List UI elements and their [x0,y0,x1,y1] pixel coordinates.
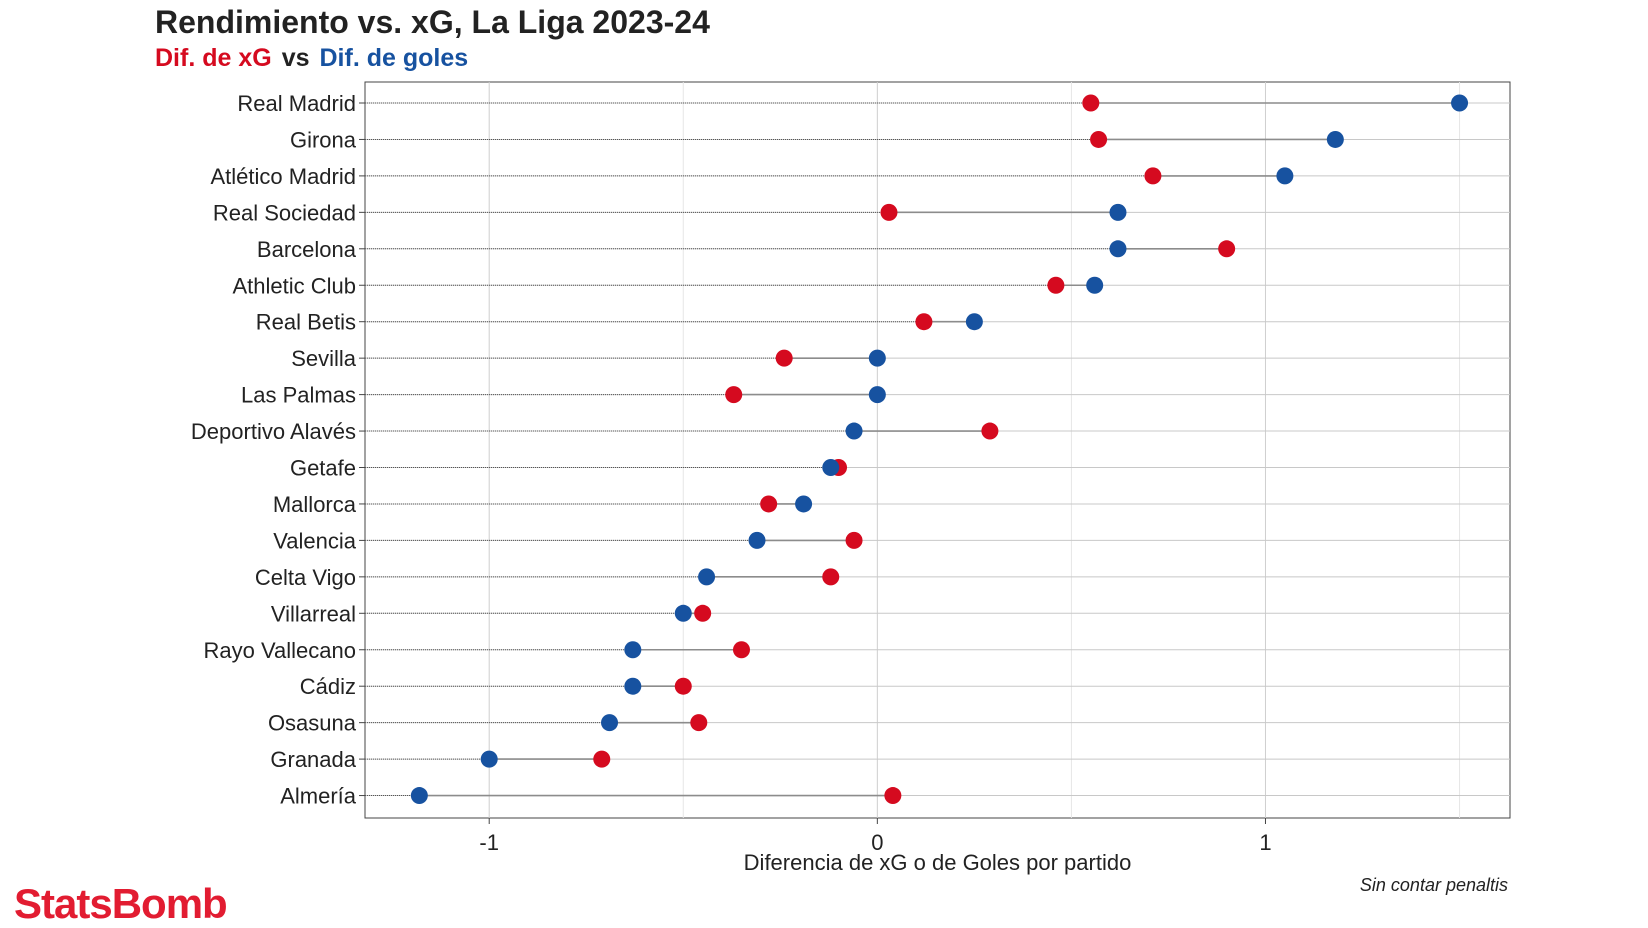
xg-point [884,787,902,805]
xg-point [593,750,611,768]
xg-point [1047,276,1065,294]
xg-point [674,677,692,695]
goals-point [845,422,863,440]
subtitle-xg-label: Dif. de xG [155,44,272,72]
team-label: Real Betis [256,310,356,335]
xg-point [845,531,863,549]
team-label: Real Sociedad [213,200,356,225]
team-label: Cádiz [300,674,356,699]
goals-point [965,313,983,331]
goals-point [601,714,619,732]
team-label: Sevilla [291,346,357,371]
xg-point [732,641,750,659]
xg-point [760,495,778,513]
xg-point [915,313,933,331]
team-label: Almería [280,784,357,809]
xg-point [725,386,743,404]
goals-point [822,459,840,476]
x-axis-label: Diferencia de xG o de Goles por partido [744,850,1132,875]
xg-point [694,604,712,622]
statsbomb-logo: StatsBomb [14,880,228,927]
goals-point [674,604,692,622]
xg-point [775,349,793,367]
team-label: Valencia [273,528,357,553]
goals-point [624,677,642,695]
goals-point [748,531,766,549]
team-label: Osasuna [268,711,357,736]
goals-point [1109,240,1127,258]
xg-point [880,203,898,221]
chart-subtitle: Dif. de xG vs Dif. de goles [155,44,468,73]
team-label: Las Palmas [241,383,356,408]
chart-title: Rendimiento vs. xG, La Liga 2023-24 [155,4,710,40]
grid-layer [359,81,1511,824]
goals-point [410,787,428,805]
plot-border [364,81,1511,819]
subtitle-goals-label: Dif. de goles [319,44,469,72]
goals-point [1109,203,1127,221]
goals-point [1451,94,1469,112]
xg-point [1144,167,1162,185]
goals-point [1276,167,1294,185]
xg-point [690,714,708,732]
x-tick-label: 0 [871,830,883,855]
xg-point [1082,94,1100,112]
team-label: Deportivo Alavés [191,419,356,444]
team-label: Granada [270,747,356,772]
segment-layer [419,102,1460,797]
goals-point [868,349,886,367]
goals-point [1326,130,1344,148]
team-label: Atlético Madrid [210,164,356,189]
goals-point [795,495,813,513]
team-label: Getafe [290,456,356,481]
team-label: Mallorca [273,492,357,517]
xg-point [822,568,840,586]
x-tick-label: -1 [479,830,499,855]
team-label: Rayo Vallecano [204,638,356,663]
team-label: Villarreal [271,601,356,626]
dot-layer [410,94,1469,805]
team-label: Athletic Club [232,273,356,298]
x-tick-label: 1 [1259,830,1271,855]
team-label: Celta Vigo [255,565,356,590]
team-label: Girona [290,127,357,152]
xg-point [1090,130,1108,148]
label-layer: -1 0 1 Real Madrid Girona Atlético Madrid Real… [191,91,1272,855]
team-label: Real Madrid [237,91,356,116]
subtitle-vs-label: vs [281,44,310,72]
xg-point [981,422,999,440]
footnote: Sin contar penaltis [1359,875,1508,895]
goals-point [624,641,642,659]
goals-point [868,386,886,404]
goals-point [1086,276,1104,294]
goals-point [480,750,498,768]
goals-point [698,568,716,586]
xg-point [1218,240,1236,258]
team-label: Barcelona [257,237,357,262]
